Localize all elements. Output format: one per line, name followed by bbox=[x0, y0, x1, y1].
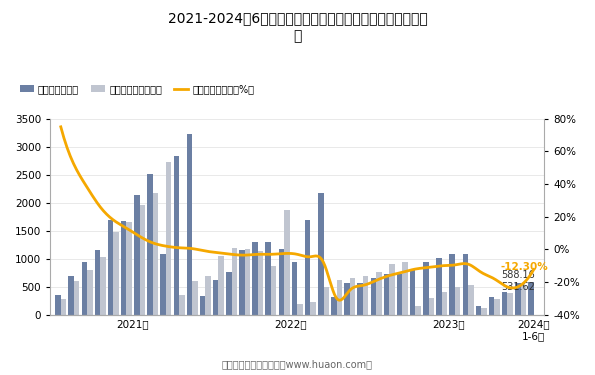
Bar bbox=[298, 304, 303, 315]
Bar bbox=[324, 287, 329, 315]
商品房销售增速（%） bbox=[340, 295, 347, 300]
Bar bbox=[218, 256, 224, 315]
Bar bbox=[363, 276, 368, 315]
Bar bbox=[226, 272, 231, 315]
Bar bbox=[74, 281, 80, 315]
Bar bbox=[61, 298, 66, 315]
Bar bbox=[265, 242, 271, 315]
Bar bbox=[337, 280, 342, 315]
Bar bbox=[449, 254, 455, 315]
Bar bbox=[384, 274, 389, 315]
Bar bbox=[140, 205, 145, 315]
Bar bbox=[239, 250, 245, 315]
Bar bbox=[179, 295, 184, 315]
Bar bbox=[55, 295, 61, 315]
Bar bbox=[436, 258, 441, 315]
Bar bbox=[174, 156, 179, 315]
Bar bbox=[488, 297, 494, 315]
Bar bbox=[475, 306, 481, 315]
Bar bbox=[455, 287, 461, 315]
Bar bbox=[350, 278, 355, 315]
Bar bbox=[278, 249, 284, 315]
Bar bbox=[113, 232, 119, 315]
Bar bbox=[161, 254, 166, 315]
Bar bbox=[95, 251, 100, 315]
商品房销售增速（%） bbox=[339, 297, 346, 301]
商品房销售增速（%） bbox=[487, 275, 494, 279]
Bar bbox=[153, 193, 158, 315]
Bar bbox=[428, 298, 434, 315]
Bar bbox=[410, 269, 415, 315]
Bar bbox=[345, 283, 350, 315]
Legend: 商品房（亿元）, 商品房住宅（亿元）, 商品房销售增速（%）: 商品房（亿元）, 商品房住宅（亿元）, 商品房销售增速（%） bbox=[15, 80, 258, 98]
Bar bbox=[200, 296, 205, 315]
商品房销售增速（%） bbox=[57, 124, 64, 129]
Bar bbox=[68, 276, 74, 315]
Line: 商品房销售增速（%）: 商品房销售增速（%） bbox=[61, 127, 534, 300]
Bar bbox=[441, 292, 447, 315]
Bar bbox=[402, 262, 408, 315]
Bar bbox=[515, 283, 521, 315]
Bar bbox=[468, 285, 474, 315]
Bar bbox=[82, 262, 87, 315]
Bar bbox=[358, 283, 363, 315]
Bar bbox=[121, 220, 127, 315]
Text: 588.16: 588.16 bbox=[501, 270, 535, 280]
Bar bbox=[127, 222, 132, 315]
Bar bbox=[521, 285, 526, 315]
Bar bbox=[397, 274, 402, 315]
Bar bbox=[147, 174, 153, 315]
Bar bbox=[100, 257, 106, 315]
商品房销售增速（%） bbox=[348, 286, 355, 291]
Bar bbox=[252, 242, 258, 315]
Bar bbox=[528, 282, 534, 315]
Bar bbox=[415, 306, 421, 315]
商品房销售增速（%） bbox=[59, 130, 66, 135]
Bar bbox=[271, 266, 277, 315]
Bar bbox=[371, 278, 376, 315]
Bar bbox=[311, 302, 316, 315]
Bar bbox=[292, 262, 298, 315]
Bar bbox=[423, 261, 428, 315]
Text: 531.62: 531.62 bbox=[501, 282, 535, 292]
Bar bbox=[462, 254, 468, 315]
Bar bbox=[494, 298, 500, 315]
Bar bbox=[245, 249, 250, 315]
Bar bbox=[87, 270, 93, 315]
Bar bbox=[305, 219, 311, 315]
Bar bbox=[318, 193, 324, 315]
Text: -12.30%: -12.30% bbox=[501, 261, 549, 272]
Text: 2021-2024年6月贵州省房地产商品住宅及商品住宅现房销售
额: 2021-2024年6月贵州省房地产商品住宅及商品住宅现房销售 额 bbox=[168, 11, 427, 44]
Bar bbox=[331, 297, 337, 315]
Bar bbox=[134, 195, 140, 315]
商品房销售增速（%） bbox=[458, 262, 465, 266]
Bar bbox=[108, 220, 113, 315]
Bar bbox=[508, 292, 513, 315]
Bar bbox=[192, 281, 198, 315]
Bar bbox=[389, 264, 394, 315]
Bar bbox=[166, 162, 171, 315]
Bar bbox=[213, 280, 218, 315]
商品房销售增速（%） bbox=[530, 267, 537, 272]
Bar bbox=[231, 248, 237, 315]
Bar bbox=[258, 252, 264, 315]
Bar bbox=[376, 272, 381, 315]
Text: 制图：华经产业研究院（www.huaon.com）: 制图：华经产业研究院（www.huaon.com） bbox=[222, 360, 373, 369]
Bar bbox=[502, 292, 508, 315]
Bar bbox=[284, 210, 290, 315]
Bar bbox=[481, 308, 487, 315]
Bar bbox=[205, 276, 211, 315]
商品房销售增速（%） bbox=[336, 298, 343, 303]
Bar bbox=[187, 134, 192, 315]
